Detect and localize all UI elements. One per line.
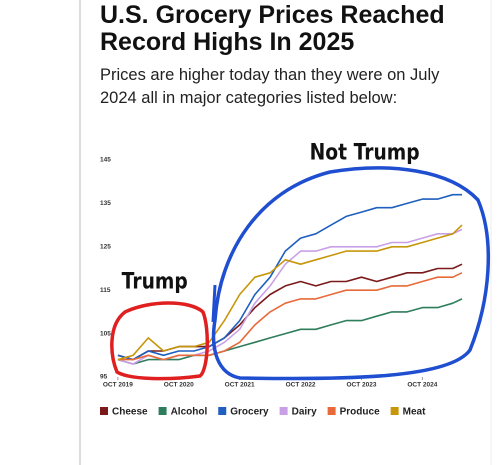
x-tick-label: OCT 2024	[407, 382, 437, 389]
annotation: Trump	[122, 268, 188, 294]
legend-label: Dairy	[292, 407, 317, 418]
legend-label: Grocery	[230, 407, 269, 418]
legend-label: Produce	[340, 407, 380, 418]
series-line	[117, 224, 463, 361]
x-tick-label: OCT 2023	[346, 382, 376, 389]
series-line	[117, 193, 462, 361]
legend-swatch	[158, 407, 167, 415]
y-tick-label: 145	[100, 157, 111, 164]
legend-swatch	[327, 407, 336, 415]
trump-circle	[110, 301, 210, 381]
legend-label: Meat	[403, 407, 426, 418]
series-line	[117, 228, 463, 365]
y-tick-label: 125	[100, 244, 111, 251]
divider	[211, 284, 217, 323]
chart-subtitle: Prices are higher today than they were o…	[100, 66, 440, 107]
series-line	[117, 272, 463, 361]
y-tick-label: 95	[100, 374, 108, 381]
plot: 95 105 115 125 135 145 OCT 2019 OCT 2020 OCT 202…	[100, 157, 463, 389]
y-tick-label: 115	[100, 287, 111, 294]
chart-title: U.S. Grocery Prices Reached Record Highs…	[100, 1, 445, 56]
legend-label: Cheese	[112, 407, 148, 418]
y-tick-label: 135	[100, 200, 111, 207]
legend-swatch	[279, 407, 288, 415]
legend-swatch	[390, 407, 399, 415]
not-trump-circle	[211, 166, 491, 381]
x-tick-label: OCT 2020	[164, 382, 194, 389]
y-tick-label: 105	[100, 330, 111, 337]
legend-swatch	[218, 407, 227, 415]
legend-swatch	[100, 407, 108, 415]
legend-label: Alcohol	[171, 407, 208, 418]
x-tick-label: OCT 2022	[286, 382, 316, 389]
x-tick-label: OCT 2019	[103, 382, 133, 389]
x-tick-label: OCT 2021	[225, 382, 255, 389]
annotation: Not Trump	[310, 139, 420, 165]
series-line	[117, 298, 463, 365]
